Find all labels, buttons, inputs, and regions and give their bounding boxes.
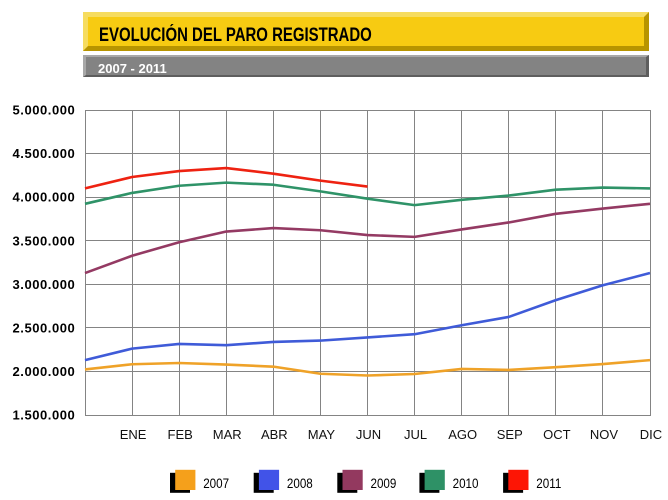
svg-text:JUN: JUN [356, 427, 381, 442]
svg-text:3.000.000: 3.000.000 [13, 277, 76, 292]
svg-text:2010: 2010 [453, 475, 479, 491]
svg-text:MAY: MAY [308, 427, 336, 442]
svg-text:4.000.000: 4.000.000 [13, 190, 76, 205]
svg-text:4.500.000: 4.500.000 [13, 146, 76, 161]
svg-text:3.500.000: 3.500.000 [13, 233, 76, 248]
svg-text:1.500.000: 1.500.000 [13, 408, 76, 423]
svg-text:ABR: ABR [261, 427, 288, 442]
svg-text:MAR: MAR [213, 427, 242, 442]
svg-text:OCT: OCT [543, 427, 571, 442]
svg-text:2.500.000: 2.500.000 [13, 320, 76, 335]
svg-text:2007: 2007 [203, 475, 229, 491]
svg-text:JUL: JUL [404, 427, 427, 442]
svg-text:ENE: ENE [120, 427, 147, 442]
svg-text:2009: 2009 [371, 475, 397, 491]
svg-text:2011: 2011 [536, 475, 561, 491]
svg-text:2008: 2008 [287, 475, 313, 491]
svg-text:FEB: FEB [168, 427, 193, 442]
svg-text:2.000.000: 2.000.000 [13, 364, 76, 379]
svg-text:AGO: AGO [448, 427, 477, 442]
svg-text:5.000.000: 5.000.000 [13, 103, 76, 118]
svg-text:SEP: SEP [497, 427, 523, 442]
svg-text:DIC: DIC [640, 427, 662, 442]
svg-text:NOV: NOV [590, 427, 619, 442]
